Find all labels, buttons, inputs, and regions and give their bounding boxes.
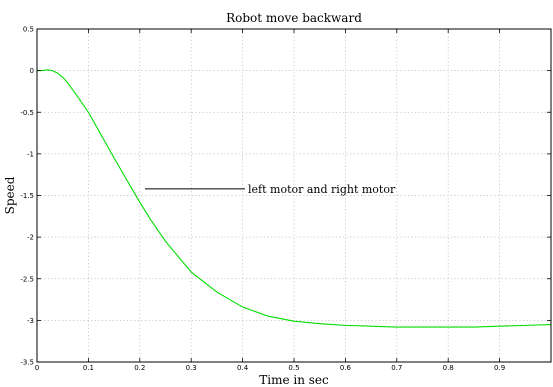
y-axis-label: Speed xyxy=(3,176,17,214)
x-tick-label: 0.9 xyxy=(494,364,505,372)
y-tick-label: -3.5 xyxy=(20,359,34,367)
x-axis-ticks: 0 0.1 0.2 0.3 0.4 0.5 0.6 0.7 0.8 0.9 xyxy=(35,29,505,372)
y-tick-label: -0.5 xyxy=(20,109,34,117)
x-axis-label: Time in sec xyxy=(259,373,329,387)
x-tick-label: 0.2 xyxy=(134,364,145,372)
x-tick-label: 0.8 xyxy=(443,364,454,372)
x-tick-label: 0.4 xyxy=(237,364,249,372)
y-tick-label: 0 xyxy=(30,67,34,75)
series-lines xyxy=(37,69,552,328)
y-tick-label: -2 xyxy=(27,234,34,242)
y-tick-label: -3 xyxy=(27,317,34,325)
x-tick-label: 0.3 xyxy=(186,364,197,372)
x-tick-label: 0.5 xyxy=(288,364,299,372)
chart-title: Robot move backward xyxy=(226,11,362,25)
x-tick-label: 0.1 xyxy=(83,364,94,372)
x-tick-label: 0.6 xyxy=(340,364,352,372)
x-tick-label: 0.7 xyxy=(391,364,402,372)
annotation-text: left motor and right motor xyxy=(248,183,396,196)
x-tick-label: 0 xyxy=(35,364,39,372)
y-axis-ticks: 0.5 0 -0.5 -1 -1.5 -2 -2.5 -3 -3.5 xyxy=(20,26,551,367)
annotation: left motor and right motor xyxy=(145,183,396,196)
y-tick-label: -1.5 xyxy=(20,192,34,200)
y-tick-label: 0.5 xyxy=(23,26,34,34)
y-tick-label: -2.5 xyxy=(20,275,34,283)
y-tick-label: -1 xyxy=(27,150,34,158)
series-line-1 xyxy=(37,69,552,328)
